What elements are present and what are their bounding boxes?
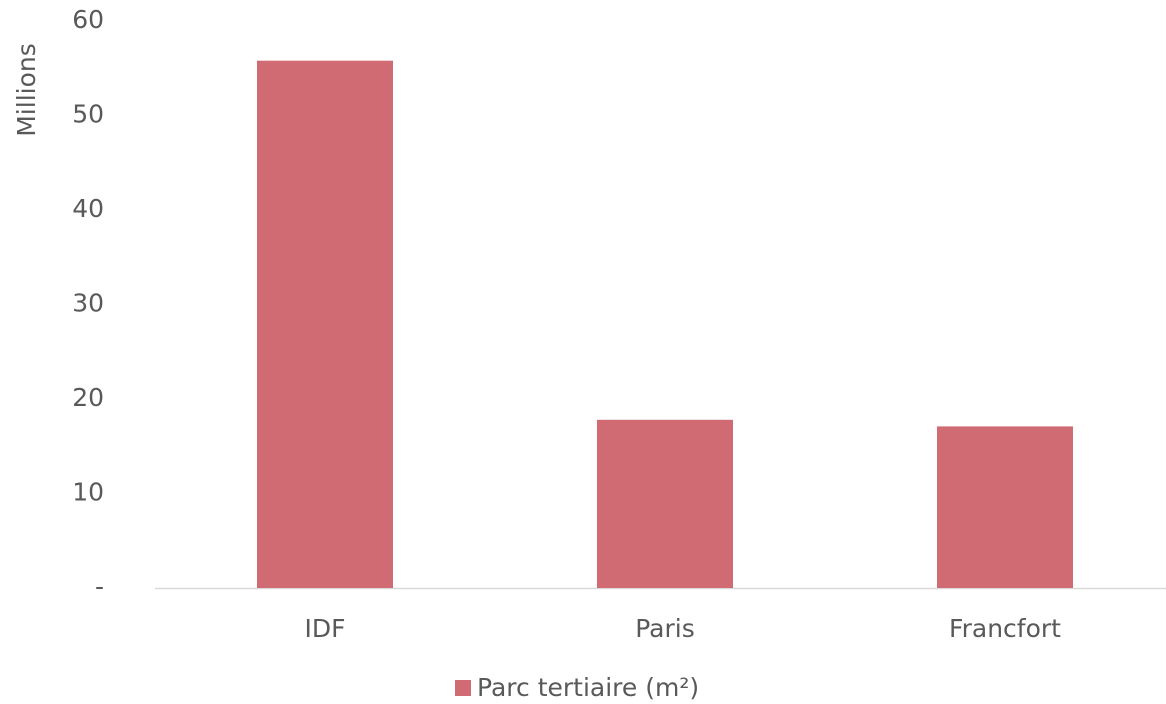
y-tick-label: 10 <box>72 478 104 507</box>
bar <box>937 426 1073 588</box>
x-tick-label: Paris <box>635 614 695 643</box>
legend-swatch <box>455 680 471 696</box>
bar <box>597 419 733 588</box>
y-tick-label: 30 <box>72 289 104 318</box>
y-axis-label: Millions <box>12 43 41 137</box>
legend-label: Parc tertiaire (m²) <box>477 673 699 702</box>
y-tick-label: 20 <box>72 383 104 412</box>
y-tick-label: - <box>95 572 104 601</box>
y-tick-label: 50 <box>72 100 104 129</box>
y-tick-label: 60 <box>72 5 104 34</box>
x-tick-label: Francfort <box>949 614 1061 643</box>
y-tick-label: 40 <box>72 194 104 223</box>
x-tick-label: IDF <box>304 614 345 643</box>
bar <box>257 60 393 588</box>
